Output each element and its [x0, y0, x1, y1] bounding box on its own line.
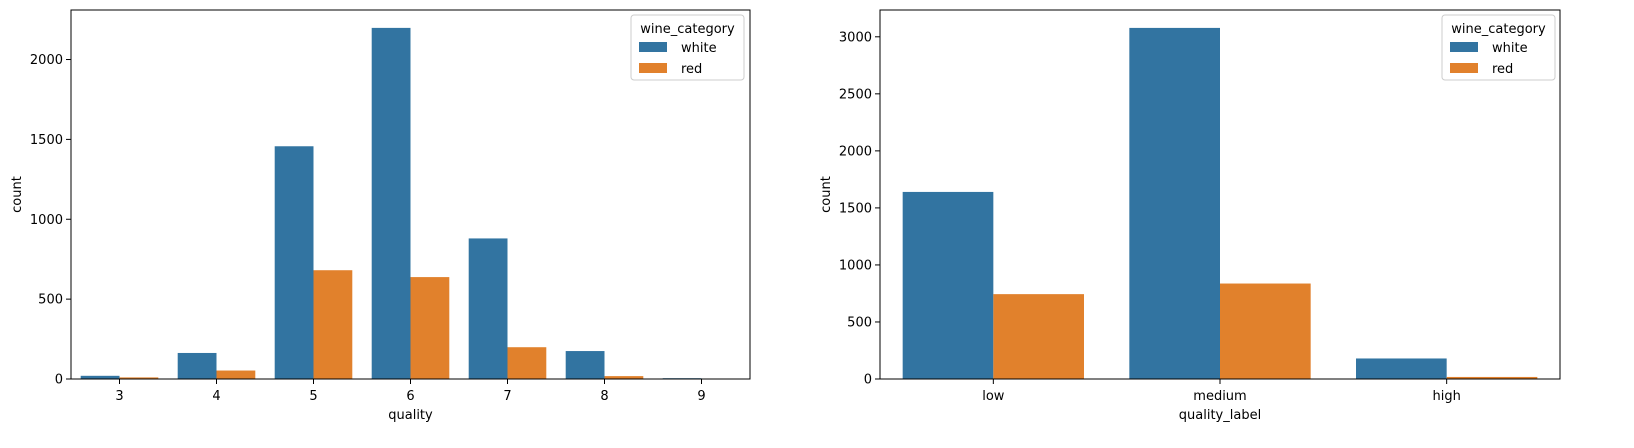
- bar-white-3: [80, 375, 120, 379]
- legend-label-white: white: [1492, 41, 1528, 56]
- y-tick-label: 500: [38, 293, 63, 308]
- bar-red-medium: [1220, 283, 1311, 379]
- bar-red-3: [119, 377, 159, 379]
- bar-white-6: [371, 27, 411, 379]
- y-tick-label: 1000: [30, 213, 63, 228]
- x-tick-label: 8: [600, 389, 608, 404]
- bar-red-5: [313, 270, 353, 379]
- bar-white-high: [1356, 358, 1447, 379]
- x-tick-label: 3: [115, 389, 123, 404]
- y-tick-label: 1000: [839, 258, 872, 273]
- legend-label-red: red: [681, 62, 702, 77]
- bar-red-low: [993, 294, 1084, 379]
- legend-label-white: white: [681, 41, 717, 56]
- bar-white-low: [902, 191, 994, 379]
- legend-swatch-white: [639, 42, 667, 52]
- bar-white-7: [468, 238, 508, 379]
- bar-red-7: [507, 347, 547, 379]
- y-tick-label: 3000: [839, 30, 872, 45]
- y-axis-label: count: [819, 176, 834, 213]
- chart-panel-1: 0 500 1000 1500 2000 3 4 5 6 7 8 9 quality count wine_…: [10, 9, 751, 423]
- x-axis-label: quality_label: [1179, 408, 1261, 423]
- x-tick-label: 4: [212, 389, 220, 404]
- legend-swatch-red: [639, 63, 667, 73]
- y-tick-label: 2000: [839, 144, 872, 159]
- bar-red-6: [410, 277, 450, 379]
- x-tick-label: 7: [503, 389, 511, 404]
- x-tick-label: low: [982, 389, 1005, 404]
- bar-white-5: [274, 146, 314, 379]
- x-tick-label: 9: [697, 389, 705, 404]
- legend-label-red: red: [1492, 62, 1513, 77]
- x-tick-label: 5: [309, 389, 317, 404]
- bar-red-high: [1446, 376, 1538, 379]
- legend-swatch-red: [1450, 63, 1478, 73]
- y-tick-label: 0: [55, 373, 63, 388]
- y-tick-label: 1500: [839, 201, 872, 216]
- bar-white-8: [565, 351, 605, 379]
- chart-panel-2: 0 500 1000 1500 2000 2500 3000 low medium high qua…: [819, 9, 1561, 423]
- x-tick-label: medium: [1193, 389, 1246, 404]
- y-tick-label: 500: [847, 315, 872, 330]
- bar-white-medium: [1129, 27, 1220, 379]
- bar-red-8: [604, 376, 644, 379]
- y-tick-label: 0: [864, 373, 872, 388]
- bar-white-4: [177, 352, 217, 379]
- x-tick-label: 6: [406, 389, 414, 404]
- y-tick-label: 2500: [839, 87, 872, 102]
- y-axis-label: count: [10, 176, 25, 213]
- y-tick-label: 2000: [30, 53, 63, 68]
- legend-title: wine_category: [640, 22, 735, 37]
- x-axis-label: quality: [388, 408, 433, 423]
- y-tick-label: 1500: [30, 133, 63, 148]
- bar-red-4: [216, 370, 256, 379]
- legend-title: wine_category: [1451, 22, 1546, 37]
- legend-swatch-white: [1450, 42, 1478, 52]
- x-tick-label: high: [1432, 389, 1460, 404]
